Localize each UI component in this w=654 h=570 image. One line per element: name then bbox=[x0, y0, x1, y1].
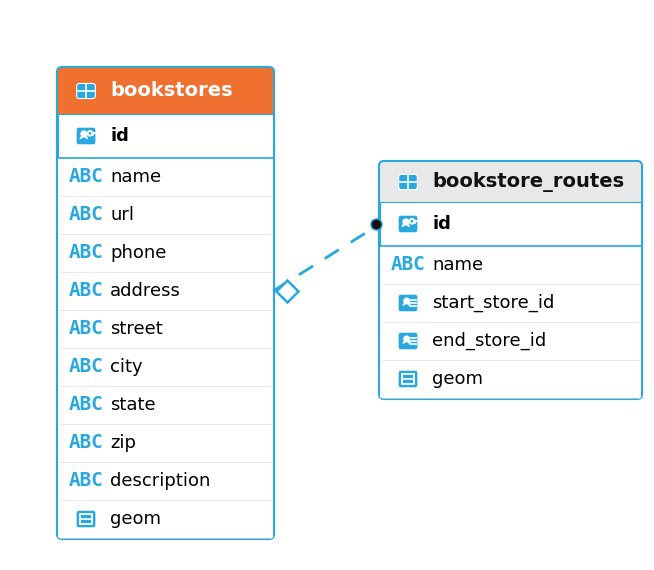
FancyBboxPatch shape bbox=[380, 162, 641, 398]
Text: end_store_id: end_store_id bbox=[432, 332, 546, 350]
Bar bbox=[58, 234, 273, 272]
Text: ABC: ABC bbox=[69, 206, 103, 225]
FancyBboxPatch shape bbox=[399, 174, 417, 190]
Bar bbox=[58, 91, 273, 114]
Text: street: street bbox=[110, 320, 163, 338]
Bar bbox=[380, 246, 641, 284]
Text: ABC: ABC bbox=[69, 243, 103, 263]
Bar bbox=[58, 196, 273, 234]
Text: ABC: ABC bbox=[69, 357, 103, 377]
Circle shape bbox=[403, 219, 409, 225]
Text: bookstores: bookstores bbox=[110, 82, 233, 100]
Bar bbox=[380, 182, 641, 202]
Bar bbox=[58, 462, 273, 500]
Bar bbox=[58, 310, 273, 348]
Text: name: name bbox=[110, 168, 161, 186]
Text: id: id bbox=[432, 215, 451, 233]
Bar bbox=[58, 114, 273, 158]
Bar bbox=[80, 514, 92, 524]
Bar bbox=[380, 284, 641, 322]
FancyBboxPatch shape bbox=[399, 215, 417, 233]
Bar bbox=[58, 348, 273, 386]
FancyBboxPatch shape bbox=[399, 295, 417, 311]
Bar bbox=[380, 202, 641, 246]
Text: ABC: ABC bbox=[69, 168, 103, 186]
Text: ABC: ABC bbox=[69, 434, 103, 453]
Text: url: url bbox=[110, 206, 134, 224]
Circle shape bbox=[81, 131, 86, 137]
Bar bbox=[380, 322, 641, 360]
Bar bbox=[58, 158, 273, 196]
FancyBboxPatch shape bbox=[58, 68, 273, 538]
Text: start_store_id: start_store_id bbox=[432, 294, 555, 312]
Text: ABC: ABC bbox=[69, 396, 103, 414]
Text: phone: phone bbox=[110, 244, 166, 262]
Bar bbox=[58, 500, 273, 538]
Text: zip: zip bbox=[110, 434, 136, 452]
Text: description: description bbox=[110, 472, 211, 490]
Bar bbox=[380, 360, 641, 398]
Circle shape bbox=[404, 336, 409, 341]
Text: state: state bbox=[110, 396, 156, 414]
FancyBboxPatch shape bbox=[58, 68, 273, 114]
Bar bbox=[58, 272, 273, 310]
Text: ABC: ABC bbox=[69, 282, 103, 300]
Text: id: id bbox=[110, 127, 129, 145]
Text: ABC: ABC bbox=[69, 320, 103, 339]
Text: ABC: ABC bbox=[69, 471, 103, 491]
FancyBboxPatch shape bbox=[380, 162, 641, 202]
Text: city: city bbox=[110, 358, 143, 376]
Bar bbox=[402, 374, 415, 384]
Bar bbox=[58, 386, 273, 424]
Text: geom: geom bbox=[432, 370, 483, 388]
Text: ABC: ABC bbox=[390, 255, 426, 275]
FancyBboxPatch shape bbox=[399, 333, 417, 349]
FancyBboxPatch shape bbox=[77, 83, 95, 99]
Bar bbox=[58, 424, 273, 462]
FancyBboxPatch shape bbox=[77, 511, 95, 527]
FancyBboxPatch shape bbox=[399, 370, 417, 387]
Text: address: address bbox=[110, 282, 181, 300]
Circle shape bbox=[404, 298, 409, 304]
Text: name: name bbox=[432, 256, 483, 274]
Text: geom: geom bbox=[110, 510, 161, 528]
FancyBboxPatch shape bbox=[77, 128, 95, 144]
Text: bookstore_routes: bookstore_routes bbox=[432, 172, 624, 192]
